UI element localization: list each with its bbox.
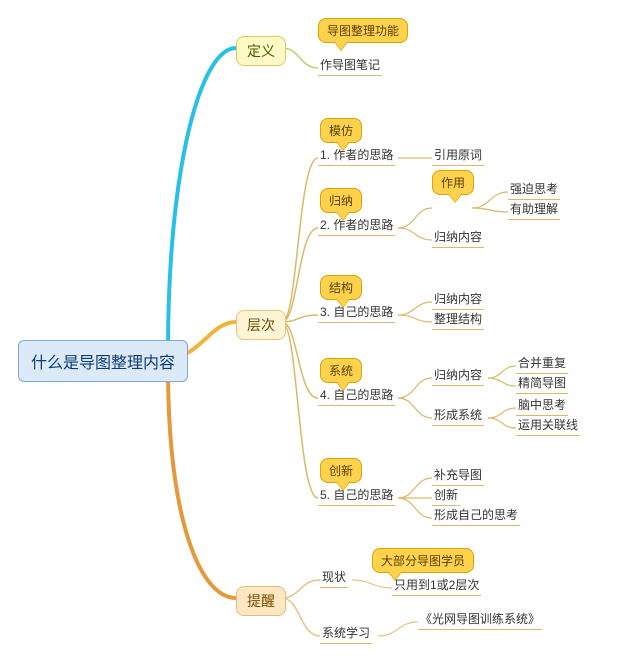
callout-l2-sub: 作用: [432, 170, 474, 195]
leaf-l4-g1-1[interactable]: 运用关联线: [516, 416, 580, 436]
branch-level[interactable]: 层次: [236, 310, 286, 340]
leaf-l4-g1-0[interactable]: 脑中思考: [516, 396, 568, 416]
root-label: 什么是导图整理内容: [31, 355, 175, 372]
leaf-l1-0[interactable]: 引用原词: [432, 146, 484, 166]
node-l5[interactable]: 5. 自己的思路: [318, 486, 395, 506]
branch-level-label: 层次: [247, 317, 275, 333]
node-r1[interactable]: 系统学习: [320, 624, 372, 644]
leaf-l2-a0[interactable]: 强迫思考: [508, 180, 560, 200]
branch-remind[interactable]: 提醒: [236, 586, 286, 616]
leaf-l4-g0-0[interactable]: 合并重复: [516, 354, 568, 374]
leaf-def-1[interactable]: 作导图笔记: [318, 56, 382, 76]
branch-remind-label: 提醒: [247, 593, 275, 609]
node-l4[interactable]: 4. 自己的思路: [318, 386, 395, 406]
leaf-r1-0[interactable]: 《光网导图训练系统》: [418, 610, 542, 630]
node-l4-g1[interactable]: 形成系统: [432, 406, 484, 426]
root-node[interactable]: 什么是导图整理内容: [18, 340, 188, 382]
branch-def[interactable]: 定义: [236, 36, 286, 66]
leaf-l5-1[interactable]: 创新: [432, 486, 460, 506]
callout-l3: 结构: [320, 275, 362, 300]
node-l1[interactable]: 1. 作者的思路: [318, 146, 395, 166]
leaf-l2-b0[interactable]: 归纳内容: [432, 228, 484, 248]
node-l3[interactable]: 3. 自己的思路: [318, 303, 395, 323]
leaf-l2-a1[interactable]: 有助理解: [508, 200, 560, 220]
node-r0[interactable]: 现状: [320, 568, 348, 588]
branch-def-label: 定义: [247, 43, 275, 59]
leaf-l4-g0-1[interactable]: 精简导图: [516, 374, 568, 394]
callout-l2: 归纳: [320, 188, 362, 213]
leaf-r0-0[interactable]: 只用到1或2层次: [392, 576, 481, 596]
callout-l4: 系统: [320, 358, 362, 383]
callout-r0: 大部分导图学员: [372, 548, 474, 573]
connectors: [0, 0, 636, 672]
mindmap-stage: 什么是导图整理内容 定义 导图整理功能 作导图笔记 层次 模仿 1. 作者的思路…: [0, 0, 636, 672]
node-l2[interactable]: 2. 作者的思路: [318, 216, 395, 236]
callout-def: 导图整理功能: [318, 18, 408, 43]
leaf-l5-2[interactable]: 形成自己的思考: [432, 506, 520, 526]
node-l4-g0[interactable]: 归纳内容: [432, 366, 484, 386]
leaf-l5-0[interactable]: 补充导图: [432, 466, 484, 486]
callout-l1: 模仿: [320, 118, 362, 143]
callout-l5: 创新: [320, 458, 362, 483]
leaf-l3-0[interactable]: 归纳内容: [432, 290, 484, 310]
leaf-l3-1[interactable]: 整理结构: [432, 310, 484, 330]
